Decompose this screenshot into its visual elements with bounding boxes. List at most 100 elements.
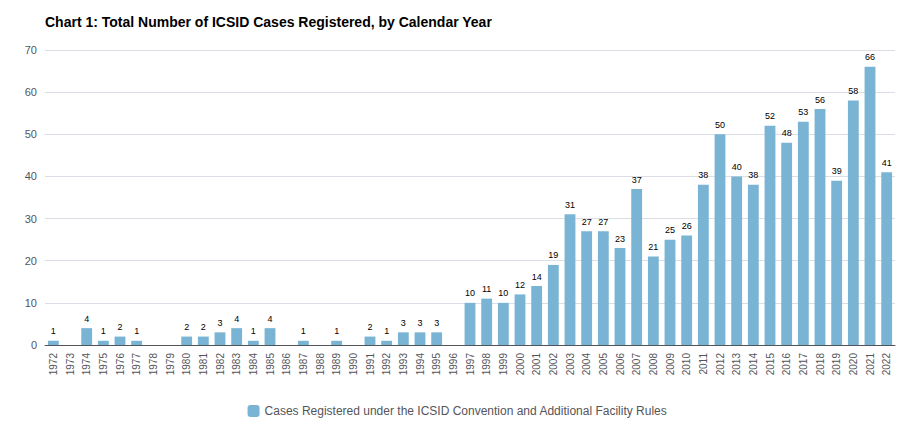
- svg-text:2008: 2008: [648, 353, 659, 376]
- svg-text:3: 3: [434, 318, 439, 328]
- svg-text:52: 52: [765, 111, 775, 121]
- svg-text:1991: 1991: [365, 353, 376, 376]
- svg-text:50: 50: [25, 128, 37, 140]
- svg-text:2000: 2000: [515, 353, 526, 376]
- svg-text:1999: 1999: [498, 353, 509, 376]
- svg-text:12: 12: [515, 280, 525, 290]
- svg-text:1982: 1982: [215, 353, 226, 376]
- svg-text:3: 3: [417, 318, 422, 328]
- svg-text:10: 10: [465, 288, 475, 298]
- svg-text:1996: 1996: [448, 353, 459, 376]
- svg-text:2010: 2010: [681, 353, 692, 376]
- svg-text:30: 30: [25, 213, 37, 225]
- svg-text:50: 50: [715, 120, 725, 130]
- svg-text:1995: 1995: [431, 353, 442, 376]
- svg-text:1988: 1988: [315, 353, 326, 376]
- svg-text:4: 4: [234, 314, 239, 324]
- svg-text:1975: 1975: [98, 353, 109, 376]
- svg-text:58: 58: [848, 86, 858, 96]
- svg-text:38: 38: [698, 170, 708, 180]
- svg-text:19: 19: [548, 250, 558, 260]
- svg-text:2: 2: [117, 322, 122, 332]
- svg-text:1978: 1978: [148, 353, 159, 376]
- svg-text:2020: 2020: [848, 353, 859, 376]
- svg-text:1994: 1994: [415, 353, 426, 376]
- svg-text:2001: 2001: [531, 353, 542, 376]
- svg-text:41: 41: [882, 158, 892, 168]
- svg-text:4: 4: [267, 314, 272, 324]
- svg-text:70: 70: [25, 44, 37, 56]
- svg-text:31: 31: [565, 200, 575, 210]
- svg-text:2014: 2014: [748, 353, 759, 376]
- svg-text:2021: 2021: [865, 353, 876, 376]
- svg-text:2: 2: [201, 322, 206, 332]
- svg-text:1993: 1993: [398, 353, 409, 376]
- svg-text:56: 56: [815, 95, 825, 105]
- svg-text:2013: 2013: [731, 353, 742, 376]
- svg-text:23: 23: [615, 234, 625, 244]
- svg-text:2: 2: [184, 322, 189, 332]
- svg-text:2009: 2009: [665, 353, 676, 376]
- svg-text:39: 39: [832, 166, 842, 176]
- svg-text:1980: 1980: [181, 353, 192, 376]
- svg-text:25: 25: [665, 225, 675, 235]
- svg-text:1974: 1974: [81, 353, 92, 376]
- svg-text:1985: 1985: [265, 353, 276, 376]
- svg-text:2012: 2012: [715, 353, 726, 376]
- svg-text:2015: 2015: [765, 353, 776, 376]
- svg-text:27: 27: [598, 217, 608, 227]
- svg-text:2019: 2019: [831, 353, 842, 376]
- svg-text:1: 1: [101, 326, 106, 336]
- svg-text:1: 1: [384, 326, 389, 336]
- svg-text:1987: 1987: [298, 353, 309, 376]
- svg-text:1: 1: [301, 326, 306, 336]
- svg-text:40: 40: [732, 162, 742, 172]
- svg-text:1977: 1977: [131, 353, 142, 376]
- svg-text:10: 10: [498, 288, 508, 298]
- svg-text:4: 4: [84, 314, 89, 324]
- svg-text:2018: 2018: [815, 353, 826, 376]
- svg-text:11: 11: [482, 284, 491, 294]
- svg-text:21: 21: [648, 242, 658, 252]
- svg-text:10: 10: [25, 297, 37, 309]
- svg-text:2005: 2005: [598, 353, 609, 376]
- svg-text:48: 48: [782, 128, 792, 138]
- svg-text:38: 38: [748, 170, 758, 180]
- svg-text:2007: 2007: [631, 353, 642, 376]
- svg-text:Cases Registered under the ICS: Cases Registered under the ICSID Convent…: [265, 404, 667, 418]
- svg-text:1998: 1998: [481, 353, 492, 376]
- svg-text:1986: 1986: [281, 353, 292, 376]
- svg-text:1973: 1973: [65, 353, 76, 376]
- svg-text:1: 1: [251, 326, 256, 336]
- svg-text:1990: 1990: [348, 353, 359, 376]
- svg-text:1: 1: [51, 326, 56, 336]
- svg-text:1976: 1976: [115, 353, 126, 376]
- svg-text:1989: 1989: [331, 353, 342, 376]
- svg-text:1: 1: [334, 326, 339, 336]
- svg-text:37: 37: [632, 175, 642, 185]
- svg-text:1: 1: [134, 326, 139, 336]
- svg-text:0: 0: [31, 339, 37, 351]
- svg-text:2016: 2016: [781, 353, 792, 376]
- svg-text:1983: 1983: [231, 353, 242, 376]
- svg-text:2003: 2003: [565, 353, 576, 376]
- svg-text:2022: 2022: [881, 353, 892, 376]
- svg-text:Chart 1: Total Number of ICSID: Chart 1: Total Number of ICSID Cases Reg…: [45, 14, 492, 30]
- svg-text:1992: 1992: [381, 353, 392, 376]
- svg-text:14: 14: [532, 272, 542, 282]
- svg-text:1972: 1972: [48, 353, 59, 376]
- svg-text:1997: 1997: [465, 353, 476, 376]
- svg-text:2017: 2017: [798, 353, 809, 376]
- svg-text:66: 66: [865, 52, 875, 62]
- svg-text:2002: 2002: [548, 353, 559, 376]
- svg-text:60: 60: [25, 86, 37, 98]
- svg-text:2004: 2004: [581, 353, 592, 376]
- svg-text:1984: 1984: [248, 353, 259, 376]
- svg-text:20: 20: [25, 255, 37, 267]
- svg-text:2: 2: [367, 322, 372, 332]
- svg-text:53: 53: [798, 107, 808, 117]
- svg-text:1981: 1981: [198, 353, 209, 376]
- svg-text:2011: 2011: [698, 353, 709, 375]
- svg-text:3: 3: [217, 318, 222, 328]
- svg-text:3: 3: [401, 318, 406, 328]
